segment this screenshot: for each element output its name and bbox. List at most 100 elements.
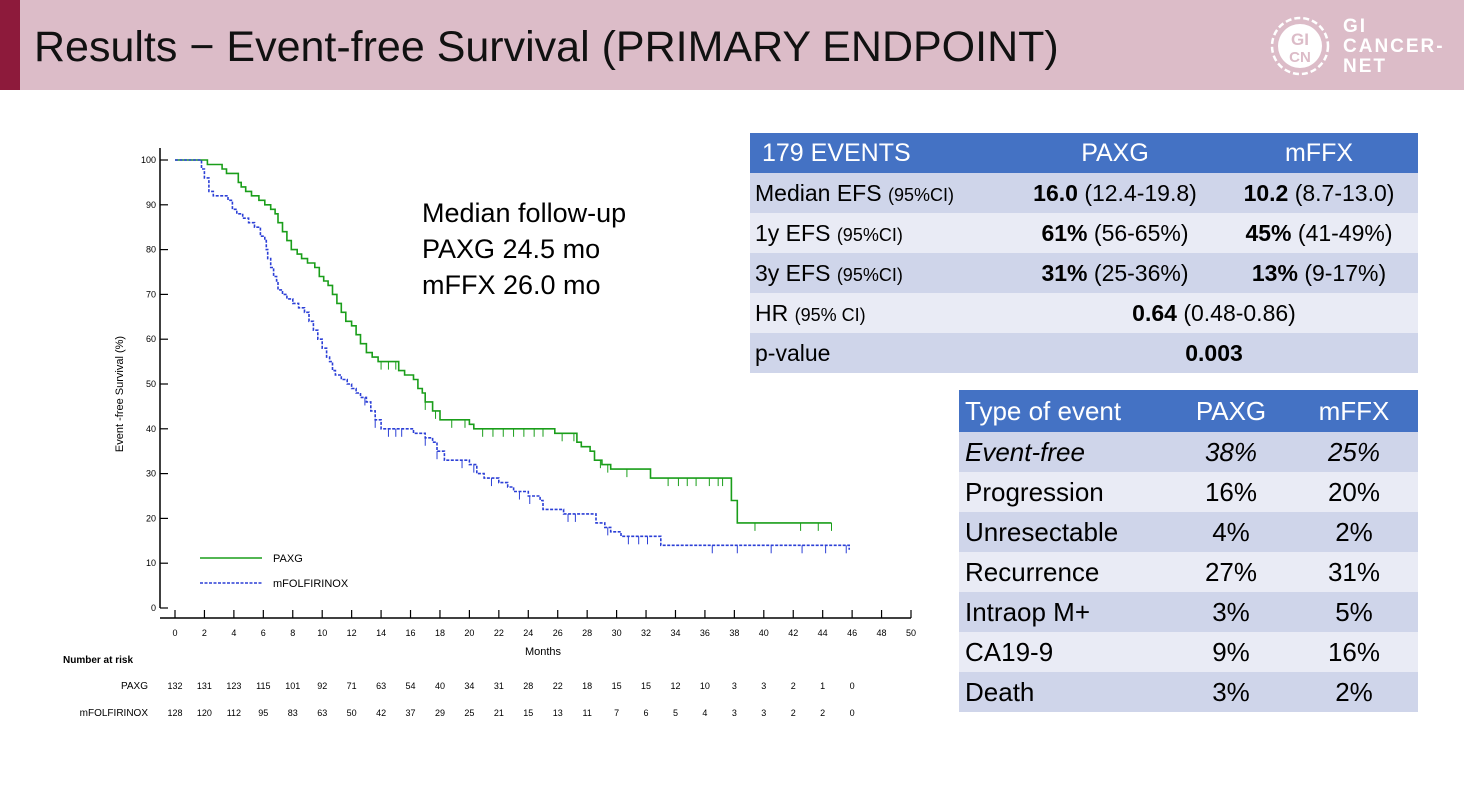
efs-label-text: 3y EFS [755,259,831,286]
event-paxg: 27% [1172,552,1290,592]
risk-count: 128 [167,708,182,718]
event-mffx: 31% [1290,552,1418,592]
efs-header-paxg: PAXG [1010,133,1220,173]
efs-paxg-main: 61% [1041,219,1088,246]
risk-count: 83 [288,708,298,718]
events-row: Recurrence 27% 31% [959,552,1418,592]
risk-count: 0 [850,681,855,691]
efs-label-text: HR [755,299,789,326]
x-tick-label: 38 [729,628,739,638]
efs-row-hr: HR (95% CI) 0.64 (0.48-0.86) [750,293,1418,333]
logo-laurel [1270,16,1330,76]
efs-label-text: Median EFS [755,179,882,206]
logo-mark-bottom: CN [1289,49,1311,66]
risk-count: 12 [670,681,680,691]
x-tick-label: 2 [202,628,207,638]
events-row: Progression 16% 20% [959,472,1418,512]
event-paxg: 3% [1172,592,1290,632]
efs-paxg-ci: (12.4-19.8) [1084,179,1197,206]
efs-label-text: 1y EFS [755,219,831,246]
x-tick-label: 16 [406,628,416,638]
risk-count: 3 [732,708,737,718]
efs-row-3y: 3y EFS (95%CI) 31% (25-36%) 13% (9-17%) [750,253,1418,293]
risk-row-label: mFOLFIRINOX [80,708,149,719]
efs-mffx-ci: (8.7-13.0) [1294,179,1395,206]
risk-count: 37 [406,708,416,718]
risk-count: 101 [285,681,300,691]
events-header-type: Type of event [959,390,1172,432]
risk-count: 34 [464,681,474,691]
x-tick-label: 28 [582,628,592,638]
efs-label-ci: (95%CI) [836,264,903,285]
efs-mffx-cell: 13% (9-17%) [1220,253,1418,293]
x-tick-label: 10 [317,628,327,638]
efs-header-mffx: mFFX [1220,133,1418,173]
events-header-row: Type of event PAXG mFFX [959,390,1418,432]
risk-count: 22 [553,681,563,691]
x-tick-label: 42 [788,628,798,638]
efs-row-label: 3y EFS (95%CI) [750,253,1010,293]
event-paxg: 38% [1172,432,1290,472]
risk-count: 71 [347,681,357,691]
risk-count: 92 [317,681,327,691]
logo-line: NET [1343,56,1387,77]
risk-count: 50 [347,708,357,718]
followup-paxg: PAXG 24.5 mo [422,234,601,264]
x-tick-label: 34 [670,628,680,638]
x-tick-label: 30 [612,628,622,638]
x-tick-label: 20 [464,628,474,638]
event-paxg: 9% [1172,632,1290,672]
efs-paxg-ci: (56-65%) [1093,219,1189,246]
risk-count: 28 [523,681,533,691]
risk-count: 5 [673,708,678,718]
x-tick-label: 24 [523,628,533,638]
x-tick-label: 4 [231,628,236,638]
x-tick-label: 12 [347,628,357,638]
event-mffx: 5% [1290,592,1418,632]
risk-count: 0 [850,708,855,718]
y-tick-label: 90 [146,200,156,210]
logo-mark-top: GI [1291,30,1309,49]
x-tick-label: 0 [172,628,177,638]
event-type-table: Type of event PAXG mFFX Event-free 38% 2… [959,390,1418,712]
risk-count: 13 [553,708,563,718]
event-mffx: 25% [1290,432,1418,472]
efs-header-events: 179 EVENTS [750,133,1010,173]
events-row: Unresectable 4% 2% [959,512,1418,552]
risk-count: 40 [435,681,445,691]
risk-count: 1 [820,681,825,691]
header-bar [0,0,1464,90]
risk-count: 4 [702,708,707,718]
km-curve-paxg [175,159,832,524]
event-type: Progression [959,472,1172,512]
followup-mffx: mFFX 26.0 mo [422,270,601,300]
efs-label-ci: (95%CI) [836,224,903,245]
y-tick-label: 100 [141,155,156,165]
x-tick-label: 36 [700,628,710,638]
x-tick-label: 48 [877,628,887,638]
risk-count: 63 [317,708,327,718]
event-mffx: 2% [1290,672,1418,712]
risk-count: 3 [761,681,766,691]
efs-row-label: 1y EFS (95%CI) [750,213,1010,253]
x-tick-label: 18 [435,628,445,638]
followup-heading: Median follow-up [422,198,627,228]
logo-line: CANCER- [1343,36,1445,57]
event-type: Recurrence [959,552,1172,592]
events-row: Event-free 38% 25% [959,432,1418,472]
efs-mffx-main: 45% [1245,219,1292,246]
efs-paxg-cell: 61% (56-65%) [1010,213,1220,253]
risk-count: 31 [494,681,504,691]
events-row: Intraop M+ 3% 5% [959,592,1418,632]
risk-count: 3 [761,708,766,718]
risk-count: 29 [435,708,445,718]
events-row: Death 3% 2% [959,672,1418,712]
y-tick-label: 40 [146,424,156,434]
y-axis-title: Event -free Survival (%) [114,336,126,452]
efs-paxg-main: 16.0 [1033,179,1078,206]
x-tick-label: 44 [818,628,828,638]
risk-count: 2 [791,681,796,691]
x-axis-title: Months [525,646,562,658]
efs-mffx-main: 10.2 [1243,179,1289,206]
risk-count: 11 [582,708,591,718]
